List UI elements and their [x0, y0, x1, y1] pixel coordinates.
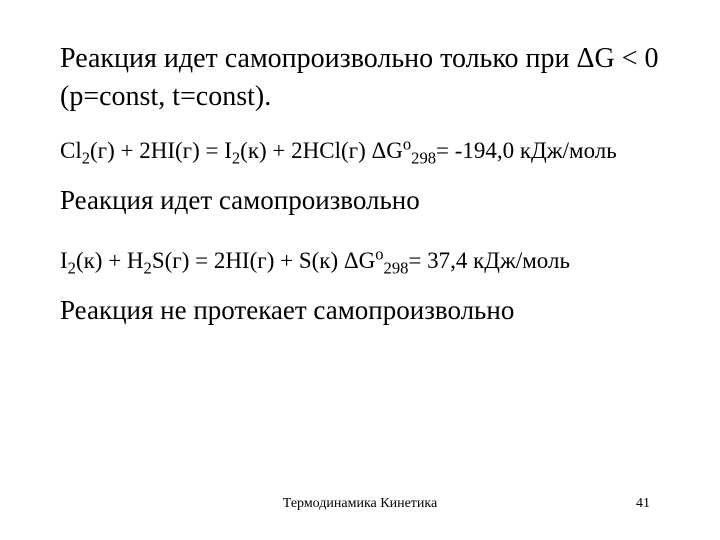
headline-part1: Реакция идет самопроизвольно только при: [60, 43, 576, 74]
eq2-sup: o: [375, 244, 383, 263]
footer: Термодинамика Кинетика 41: [0, 496, 720, 512]
eq1-rhs: (к) + 2HCl(г): [240, 138, 371, 163]
eq1-dg: ΔG: [371, 138, 402, 163]
delta: Δ: [576, 43, 594, 74]
footer-title: Термодинамика Кинетика: [283, 496, 437, 512]
eq1-cl: Cl: [60, 138, 82, 163]
eq2-h: (к) + H: [76, 248, 144, 273]
eq1-sub: 298: [411, 148, 436, 167]
eq2-val: = 37,4 кДж/моль: [408, 248, 570, 273]
eq1-i-sub: 2: [232, 148, 240, 167]
eq1-cl-sub: 2: [82, 148, 90, 167]
headline: Реакция идет самопроизвольно только при …: [60, 40, 670, 116]
eq1-mid: (г) + 2HI(г) = I: [90, 138, 232, 163]
eq2-dg: ΔG: [344, 248, 375, 273]
equation-2: I2(к) + H2S(г) = 2HI(г) + S(к) ΔGo298= 3…: [60, 244, 670, 279]
eq1-val: = -194,0 кДж/моль: [436, 138, 617, 163]
eq2-sub: 298: [384, 258, 409, 277]
slide: Реакция идет самопроизвольно только при …: [0, 0, 720, 540]
page-number: 41: [636, 496, 650, 512]
eq2-h-sub: 2: [144, 258, 152, 277]
statement-1: Реакция идет самопроизвольно: [60, 182, 670, 220]
eq2-rhs: S(г) = 2HI(г) + S(к): [152, 248, 344, 273]
eq2-i-sub: 2: [68, 258, 76, 277]
equation-1: Cl2(г) + 2HI(г) = I2(к) + 2HCl(г) ΔGo298…: [60, 134, 670, 169]
eq1-sup: o: [403, 134, 411, 153]
statement-2: Реакция не протекает самопроизвольно: [60, 292, 670, 330]
eq2-i: I: [60, 248, 68, 273]
